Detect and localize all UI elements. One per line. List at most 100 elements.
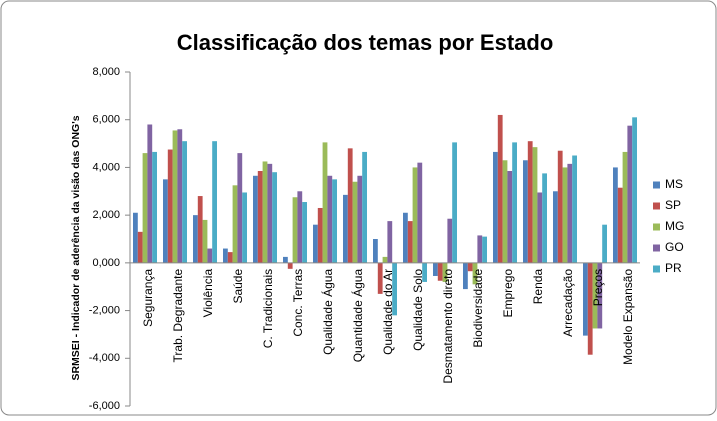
bar bbox=[223, 248, 228, 263]
bar bbox=[313, 224, 318, 263]
y-tick-label: 0,000 bbox=[92, 257, 120, 269]
bar bbox=[502, 160, 508, 263]
bar bbox=[147, 124, 153, 263]
bar bbox=[232, 185, 238, 263]
bar bbox=[332, 179, 337, 263]
bar bbox=[632, 117, 637, 263]
legend-label: MS bbox=[665, 177, 683, 191]
bar bbox=[133, 212, 138, 263]
bar bbox=[557, 150, 563, 263]
legend-swatch bbox=[653, 244, 660, 252]
bar bbox=[163, 179, 168, 263]
bar bbox=[527, 141, 533, 263]
bar bbox=[562, 167, 568, 263]
bar bbox=[182, 141, 187, 263]
bar bbox=[567, 163, 573, 263]
bar bbox=[212, 141, 217, 263]
bar bbox=[172, 130, 178, 263]
bar bbox=[193, 215, 198, 263]
bar bbox=[602, 224, 607, 263]
x-tick-label: Violência bbox=[201, 269, 215, 318]
bar bbox=[412, 167, 418, 263]
bar bbox=[523, 160, 528, 263]
bar bbox=[493, 151, 498, 263]
bar bbox=[537, 192, 543, 263]
legend-label: PR bbox=[665, 261, 682, 275]
x-tick-label: C. Tradicionais bbox=[261, 269, 275, 348]
x-tick-label: Conc. Terras bbox=[291, 269, 305, 337]
bar bbox=[422, 262, 427, 282]
bar bbox=[447, 218, 453, 263]
bar bbox=[242, 192, 247, 263]
bar bbox=[227, 252, 233, 263]
bar bbox=[452, 142, 457, 263]
x-tick-label: Qualidade Água bbox=[320, 269, 335, 355]
bar bbox=[433, 262, 438, 276]
x-tick-label: Qualidade do Ar bbox=[381, 269, 395, 355]
bar bbox=[403, 212, 408, 263]
bar bbox=[507, 171, 513, 263]
legend-label: MG bbox=[665, 219, 684, 233]
y-tick-label: -4,000 bbox=[89, 352, 120, 364]
bar bbox=[542, 173, 547, 263]
y-axis-label: SRMSEI - Indicador de aderência da visão… bbox=[70, 115, 82, 380]
bar bbox=[377, 262, 383, 294]
bar bbox=[387, 221, 393, 263]
bar bbox=[317, 207, 323, 263]
bar bbox=[343, 194, 348, 263]
x-tick-label: Biodiversidade bbox=[471, 269, 485, 348]
bar bbox=[417, 162, 423, 263]
bar bbox=[302, 202, 307, 263]
legend-swatch bbox=[653, 202, 660, 210]
bar bbox=[583, 262, 588, 336]
x-tick-label: Qualidade Solo bbox=[411, 269, 425, 351]
bar bbox=[477, 235, 483, 263]
legend-label: GO bbox=[665, 240, 684, 254]
x-tick-label: Saúde bbox=[231, 269, 245, 304]
bar bbox=[617, 187, 623, 263]
bar bbox=[167, 149, 173, 263]
bar bbox=[267, 163, 273, 263]
bar bbox=[207, 248, 213, 263]
legend-label: SP bbox=[665, 198, 681, 212]
legend-swatch bbox=[653, 265, 660, 273]
bar bbox=[482, 236, 487, 263]
bar bbox=[257, 171, 263, 263]
chart-title: Classificação dos temas por Estado bbox=[177, 30, 554, 55]
bar bbox=[352, 181, 358, 263]
bar bbox=[392, 262, 397, 316]
bar bbox=[322, 142, 328, 263]
bar bbox=[347, 148, 353, 263]
bar bbox=[613, 167, 618, 263]
legend-swatch bbox=[653, 181, 660, 189]
bar bbox=[262, 161, 268, 263]
bar bbox=[472, 262, 478, 285]
x-tick-label: Modelo Expansão bbox=[621, 269, 635, 365]
x-tick-label: Renda bbox=[531, 269, 545, 305]
bar bbox=[327, 175, 333, 263]
bar bbox=[467, 262, 473, 272]
bar bbox=[512, 142, 517, 263]
legend-swatch bbox=[653, 223, 660, 231]
y-tick-label: -6,000 bbox=[89, 400, 120, 412]
x-tick-label: Desmatamento direto bbox=[441, 269, 455, 384]
x-tick-label: Preços bbox=[591, 269, 605, 306]
x-tick-label: Arrecadação bbox=[561, 269, 575, 337]
bar bbox=[362, 151, 367, 263]
bar bbox=[357, 175, 363, 263]
bar bbox=[287, 262, 293, 269]
bar bbox=[407, 221, 413, 263]
bar bbox=[373, 239, 378, 263]
x-tick-label: Quantidade Água bbox=[350, 269, 365, 363]
y-tick-label: -2,000 bbox=[89, 304, 120, 316]
bar bbox=[292, 197, 298, 263]
bar bbox=[572, 155, 577, 263]
y-tick-label: 2,000 bbox=[92, 209, 120, 221]
bar bbox=[532, 147, 538, 263]
bar bbox=[592, 262, 598, 329]
bar bbox=[382, 256, 388, 263]
bar bbox=[237, 153, 243, 263]
bar bbox=[627, 125, 633, 263]
bar bbox=[177, 129, 183, 263]
